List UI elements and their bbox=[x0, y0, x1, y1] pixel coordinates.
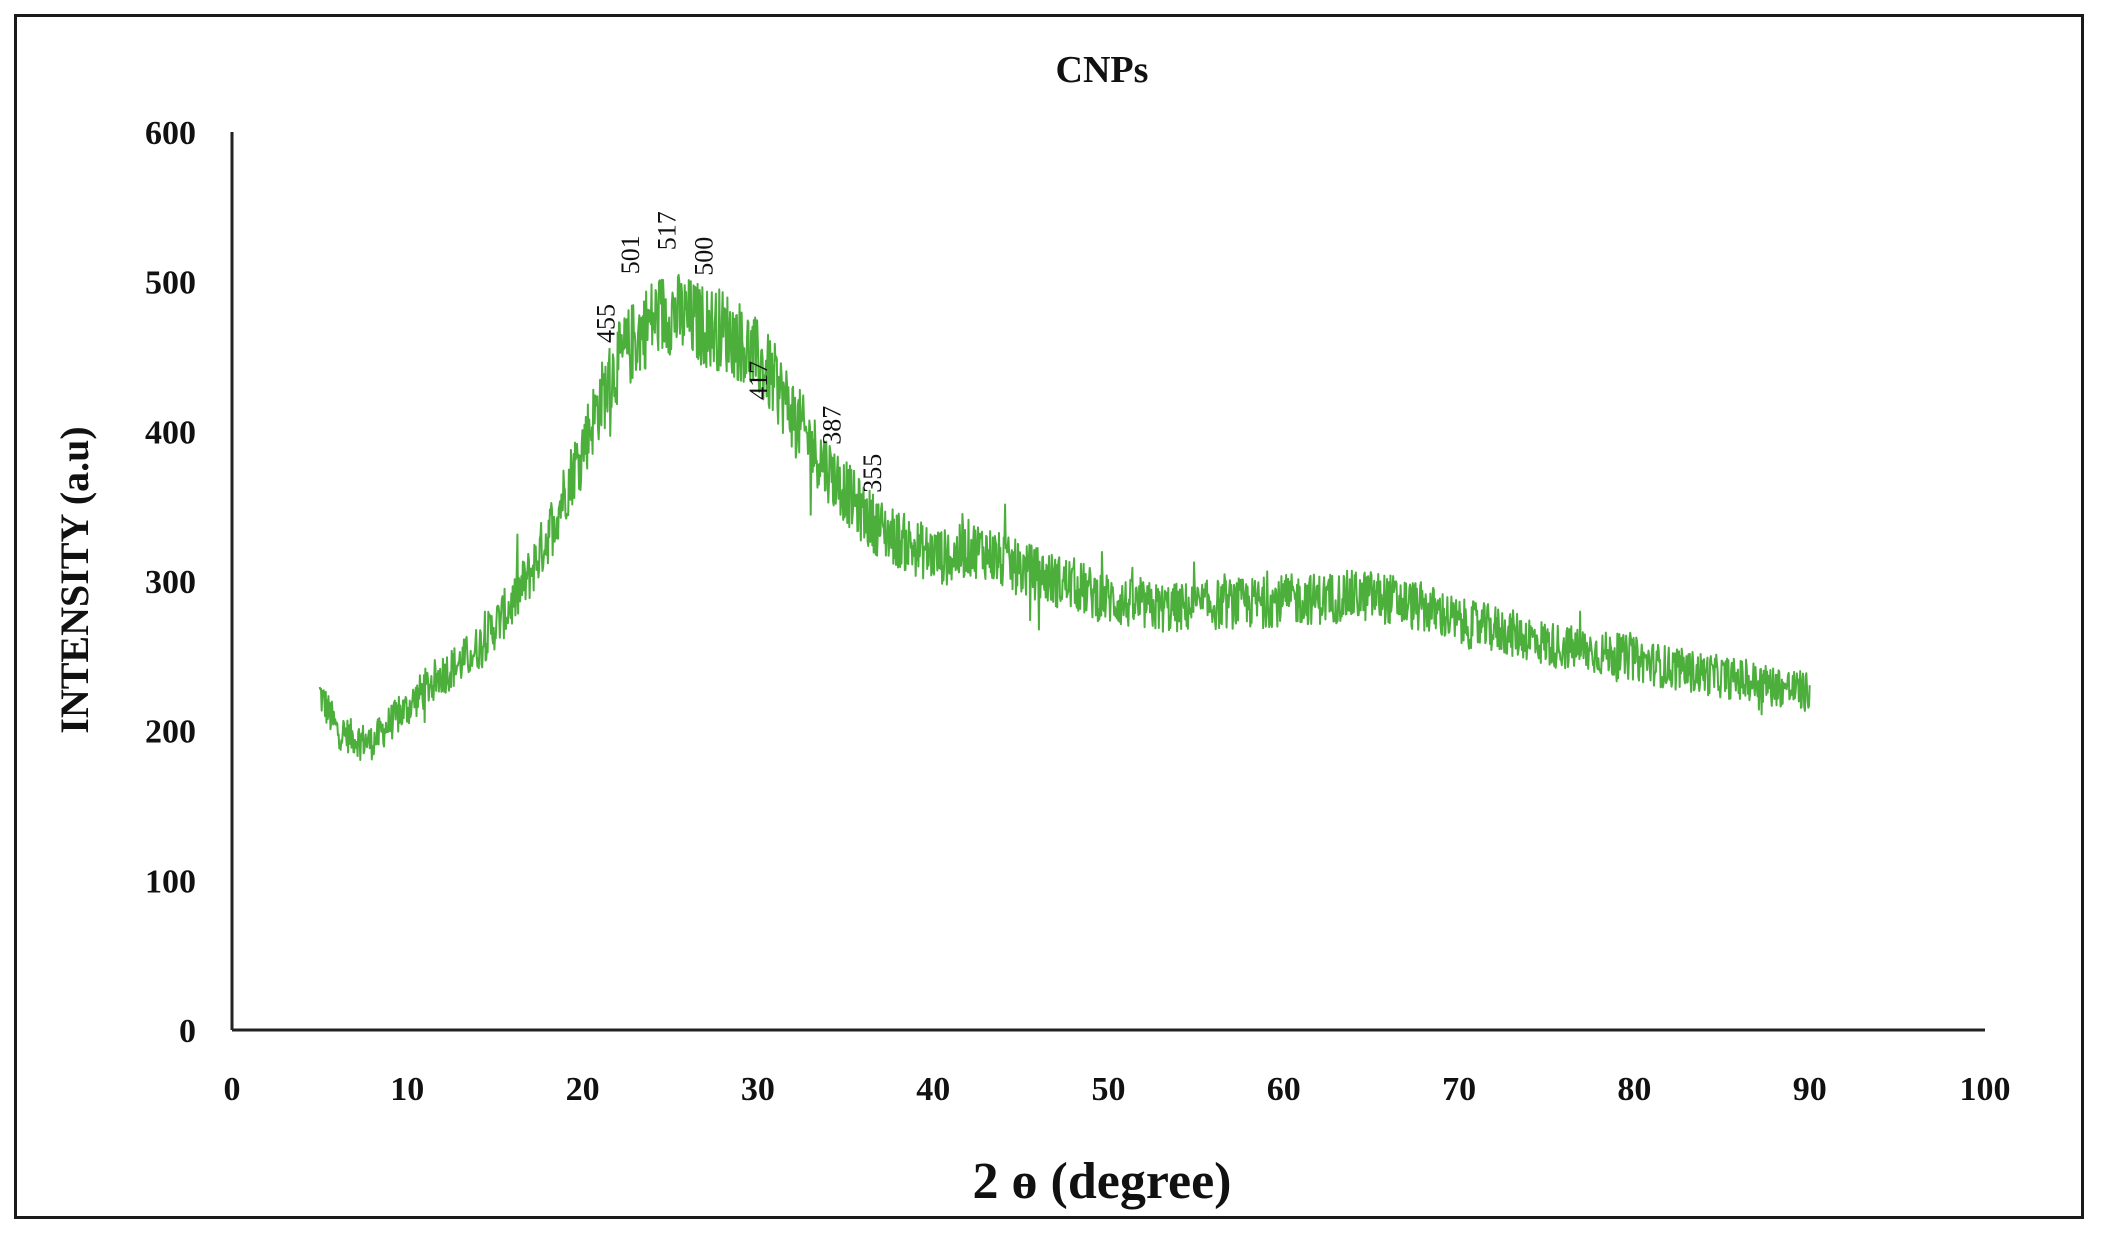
x-tick-label: 70 bbox=[1442, 1071, 1476, 1108]
y-tick-label: 0 bbox=[179, 1013, 196, 1050]
series-line bbox=[318, 273, 1811, 761]
x-axis-title: 2 ɵ (degree) bbox=[973, 1153, 1232, 1210]
peak-label: 355 bbox=[858, 454, 887, 493]
peak-label: 500 bbox=[690, 237, 719, 276]
x-tick-label: 0 bbox=[224, 1071, 241, 1108]
peak-label: 501 bbox=[616, 235, 645, 274]
chart-title: CNPs bbox=[1056, 49, 1149, 91]
y-tick-label: 500 bbox=[145, 265, 196, 302]
axes bbox=[230, 132, 1985, 1032]
y-tick-label: 400 bbox=[145, 414, 196, 451]
x-tick-label: 40 bbox=[916, 1071, 950, 1108]
peak-annotations: 455 501 517 500 417 387 355 bbox=[591, 211, 886, 493]
y-tick-label: 200 bbox=[145, 714, 196, 751]
y-tick-label: 600 bbox=[145, 115, 196, 152]
x-tick-label: 50 bbox=[1092, 1071, 1126, 1108]
x-tick-label: 90 bbox=[1793, 1071, 1827, 1108]
peak-label: 417 bbox=[744, 361, 773, 400]
x-tick-label: 20 bbox=[566, 1071, 600, 1108]
series-layer bbox=[318, 273, 1811, 761]
x-tick-label: 80 bbox=[1617, 1071, 1651, 1108]
y-tick-labels: 0 100 200 300 400 500 600 bbox=[145, 115, 196, 1050]
x-tick-label: 30 bbox=[741, 1071, 775, 1108]
y-tick-label: 300 bbox=[145, 564, 196, 601]
x-tick-label: 10 bbox=[390, 1071, 424, 1108]
y-tick-label: 100 bbox=[145, 863, 196, 900]
x-tick-label: 100 bbox=[1960, 1071, 2011, 1108]
x-tick-labels: 0 10 20 30 40 50 60 70 80 90 100 bbox=[224, 1071, 2011, 1108]
x-tick-label: 60 bbox=[1267, 1071, 1301, 1108]
peak-label: 387 bbox=[818, 406, 847, 445]
peak-label: 517 bbox=[653, 211, 682, 250]
peak-label: 455 bbox=[591, 304, 620, 343]
figure-frame bbox=[14, 14, 2084, 1219]
y-axis-title: INTENSITY (a.u) bbox=[52, 426, 97, 733]
